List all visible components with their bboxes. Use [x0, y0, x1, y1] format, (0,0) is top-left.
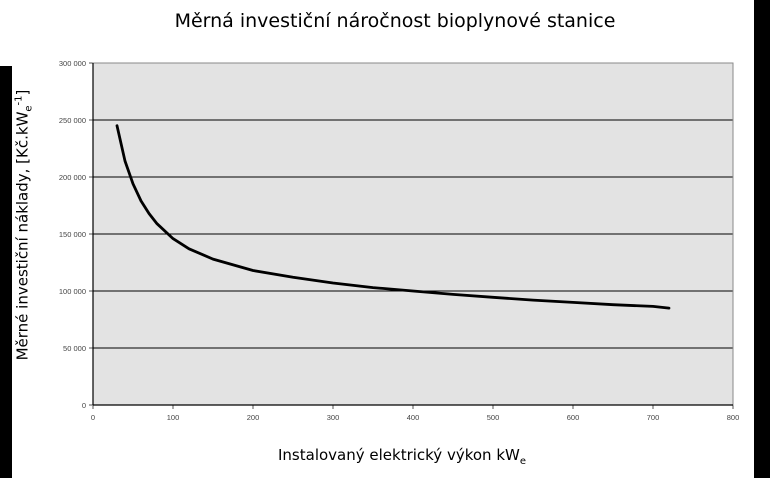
x-tick-label: 700 [647, 413, 660, 422]
y-tick-label: 0 [82, 401, 86, 410]
x-axis-label-subscript: e [519, 456, 526, 467]
y-tick-label: 150 000 [59, 230, 86, 239]
y-tick-label: 250 000 [59, 116, 86, 125]
x-axis-label-text: Instalovaný elektrický výkon kW [278, 446, 520, 464]
x-tick-label: 100 [167, 413, 180, 422]
x-axis-label: Instalovaný elektrický výkon kWe [247, 438, 557, 472]
y-tick-label: 200 000 [59, 173, 86, 182]
right-border-bar [754, 0, 770, 478]
series-line [115, 124, 671, 310]
x-tick-label: 600 [567, 413, 580, 422]
x-tick-label: 300 [327, 413, 340, 422]
y-tick-label: 100 000 [59, 287, 86, 296]
x-tick-label: 800 [727, 413, 740, 422]
y-tick-label: 300 000 [59, 59, 86, 68]
x-tick-label: 400 [407, 413, 420, 422]
y-tick-label: 50 000 [63, 344, 86, 353]
chart-title: Měrná investiční náročnost bioplynové st… [174, 10, 616, 32]
x-tick-label: 200 [247, 413, 260, 422]
left-border-bar [0, 66, 12, 478]
x-tick-label: 500 [487, 413, 500, 422]
x-tick-label: 0 [91, 413, 95, 422]
